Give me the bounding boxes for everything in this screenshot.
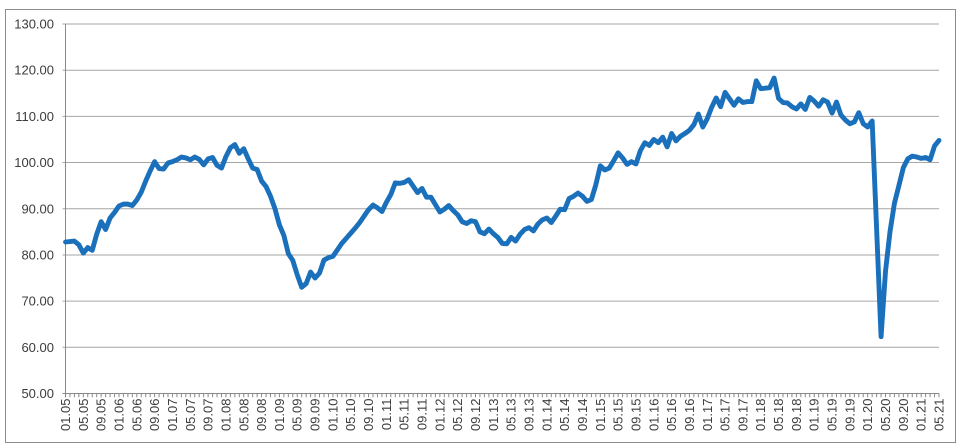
svg-text:05.09: 05.09 [290,399,305,432]
svg-text:01.15: 01.15 [593,399,608,432]
svg-text:05.16: 05.16 [664,399,679,432]
svg-text:100.00: 100.00 [14,155,54,170]
svg-text:01.21: 01.21 [914,399,929,432]
svg-text:01.16: 01.16 [646,399,661,432]
svg-text:05.15: 05.15 [611,399,626,432]
svg-text:01.13: 01.13 [486,399,501,432]
svg-text:01.10: 01.10 [325,399,340,432]
svg-text:05.10: 05.10 [343,399,358,432]
svg-text:05.07: 05.07 [183,399,198,432]
svg-text:05.17: 05.17 [718,399,733,432]
svg-text:80.00: 80.00 [21,247,54,262]
svg-text:09.14: 09.14 [575,399,590,432]
svg-text:05.21: 05.21 [932,399,947,432]
svg-text:01.11: 01.11 [379,399,394,431]
svg-text:01.20: 01.20 [860,399,875,432]
svg-text:05.19: 05.19 [825,399,840,432]
svg-text:110.00: 110.00 [15,109,54,124]
svg-text:05.14: 05.14 [557,399,572,432]
svg-text:60.00: 60.00 [21,340,54,355]
svg-text:01.19: 01.19 [807,399,822,432]
svg-text:01.09: 01.09 [272,399,287,432]
svg-text:09.20: 09.20 [896,399,911,432]
svg-text:09.09: 09.09 [308,399,323,432]
svg-text:01.12: 01.12 [432,399,447,432]
svg-text:01.06: 01.06 [111,399,126,432]
svg-text:05.11: 05.11 [397,399,412,431]
svg-text:01.18: 01.18 [753,399,768,432]
svg-text:05.08: 05.08 [236,399,251,432]
svg-text:09.05: 09.05 [94,399,109,432]
svg-text:09.06: 09.06 [147,399,162,432]
svg-text:05.18: 05.18 [771,399,786,432]
svg-text:09.19: 09.19 [842,399,857,432]
svg-text:09.16: 09.16 [682,399,697,432]
svg-text:05.12: 05.12 [450,399,465,432]
svg-text:09.13: 09.13 [521,399,536,432]
svg-text:90.00: 90.00 [21,201,54,216]
svg-text:130.00: 130.00 [14,17,54,32]
svg-text:01.07: 01.07 [165,399,180,432]
svg-text:09.15: 09.15 [628,399,643,432]
svg-text:01.17: 01.17 [700,399,715,432]
svg-text:05.05: 05.05 [76,399,91,432]
svg-text:05.20: 05.20 [878,399,893,432]
svg-text:01.14: 01.14 [539,399,554,432]
svg-text:01.08: 01.08 [218,399,233,432]
svg-text:01.05: 01.05 [58,399,73,432]
svg-text:09.12: 09.12 [468,399,483,432]
svg-text:09.11: 09.11 [415,399,430,431]
svg-text:09.17: 09.17 [735,399,750,432]
svg-text:70.00: 70.00 [21,294,54,309]
svg-text:09.18: 09.18 [789,399,804,432]
svg-text:09.08: 09.08 [254,399,269,432]
svg-text:05.06: 05.06 [129,399,144,432]
svg-text:05.13: 05.13 [504,399,519,432]
svg-text:09.07: 09.07 [201,399,216,432]
svg-text:50.00: 50.00 [21,386,54,401]
svg-text:09.10: 09.10 [361,399,376,432]
svg-text:120.00: 120.00 [14,63,54,78]
